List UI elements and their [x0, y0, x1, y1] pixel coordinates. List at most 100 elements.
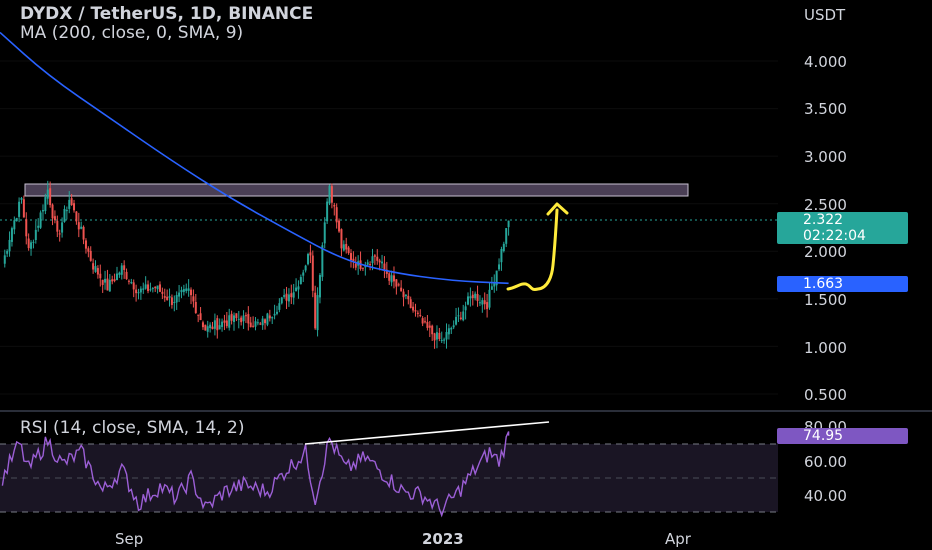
candle-body [493, 283, 496, 287]
candle-body [486, 302, 489, 310]
candle-body [73, 203, 76, 211]
candle-body [84, 240, 87, 249]
candle-body [252, 325, 255, 327]
candle-body [130, 282, 133, 284]
candle-body [8, 239, 11, 252]
price-axis[interactable]: USDT 4.000 3.500 3.000 2.500 2.000 1.500… [804, 6, 847, 404]
candle-body [221, 321, 224, 327]
candle-body [483, 300, 486, 305]
candle-body [371, 256, 374, 264]
candle-body [49, 188, 52, 206]
price-tick: 4.000 [804, 53, 847, 71]
ma-line[interactable] [0, 31, 509, 285]
candle-body [376, 256, 379, 261]
candle-body [156, 285, 159, 290]
candle-body [108, 279, 111, 292]
candle-body [271, 317, 274, 319]
candle-body [316, 295, 319, 331]
candle-body [474, 293, 477, 299]
chart-title[interactable]: DYDX / TetherUS, 1D, BINANCE [20, 4, 314, 24]
candle-body [273, 313, 276, 316]
rsi-line[interactable] [1, 431, 510, 518]
candle-body [111, 279, 114, 282]
candle-body [34, 229, 37, 241]
candle-body [187, 288, 190, 291]
candle-body [75, 211, 78, 222]
candle-body [352, 258, 355, 262]
resistance-zone[interactable] [24, 183, 689, 197]
candle-body [10, 228, 13, 242]
candle-body [223, 320, 226, 323]
candle-body [25, 219, 28, 237]
candle-body [440, 339, 443, 341]
candle-body [199, 313, 202, 321]
candle-body [383, 263, 386, 270]
candle-body [330, 186, 333, 203]
time-axis[interactable]: Sep 2023 Apr [115, 530, 692, 548]
candle-body [459, 317, 462, 320]
candle-body [275, 311, 278, 314]
candle-body [58, 233, 61, 235]
candle-body [373, 255, 376, 257]
candle-body [142, 288, 145, 290]
price-tick: 3.000 [804, 148, 847, 166]
candle-body [178, 292, 181, 297]
candle-body [433, 333, 436, 341]
candle-body [295, 287, 298, 292]
candle-body [400, 287, 403, 292]
price-tick: 1.000 [804, 339, 847, 357]
candle-body [254, 321, 257, 327]
candle-body [166, 296, 169, 300]
rsi-legend[interactable]: RSI (14, close, SMA, 14, 2) [20, 418, 245, 438]
last-price-badge: 2.322 02:22:04 [777, 212, 908, 244]
candle-body [507, 220, 510, 228]
candle-body [469, 296, 472, 299]
candle-body [464, 306, 467, 311]
candle-body [151, 288, 154, 290]
candle-body [309, 252, 312, 256]
candle-body [407, 295, 410, 300]
candle-body [168, 296, 171, 298]
candle-body [247, 314, 250, 324]
candle-body [137, 292, 140, 294]
candle-body [481, 300, 484, 305]
candle-body [392, 275, 395, 282]
candle-body [46, 189, 49, 199]
candle-body [438, 332, 441, 340]
candle-body [421, 318, 424, 324]
candle-body [61, 222, 64, 233]
candle-body [333, 205, 336, 207]
candle-body [6, 250, 9, 254]
time-label-sep: Sep [115, 530, 143, 548]
candle-body [18, 201, 21, 217]
candle-body [452, 325, 455, 328]
candle-body [190, 289, 193, 296]
candle-body [342, 244, 345, 251]
candle-body [3, 255, 6, 264]
candle-body [488, 289, 491, 308]
candle-body [397, 284, 400, 286]
candle-body [139, 288, 142, 293]
candle-body [125, 271, 128, 280]
candle-body [118, 272, 121, 275]
candle-body [428, 325, 431, 328]
candle-body [280, 297, 283, 304]
candle-body [287, 294, 290, 302]
candle-body [123, 265, 126, 270]
candle-body [409, 299, 412, 308]
candle-body [381, 261, 384, 264]
candle-body [99, 273, 102, 279]
ma-legend[interactable]: MA (200, close, 0, SMA, 9) [20, 23, 244, 43]
candle-body [65, 210, 68, 212]
candle-body [201, 322, 204, 328]
candle-body [216, 318, 219, 331]
price-tick: 3.500 [804, 100, 847, 118]
rsi-tick: 40.00 [804, 487, 847, 505]
rsi-badge: 74.95 [777, 428, 908, 444]
candle-body [70, 198, 73, 206]
candle-body [170, 297, 173, 305]
candle-body [228, 315, 231, 328]
candle-body [467, 296, 469, 305]
candle-body [89, 250, 92, 261]
